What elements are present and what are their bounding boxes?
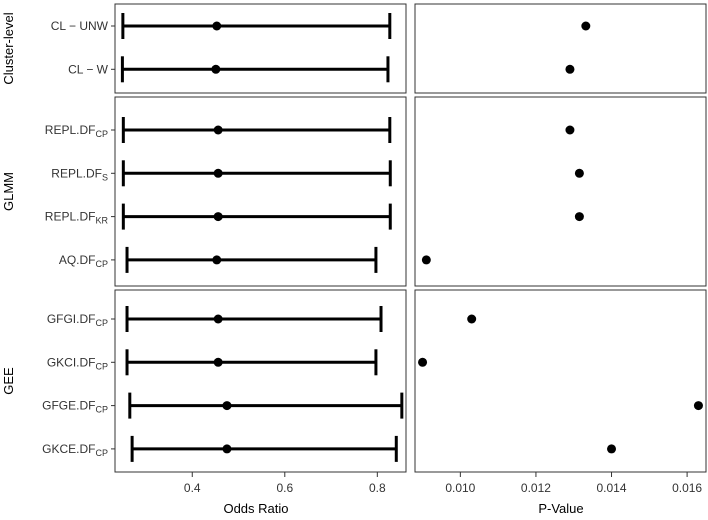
panel-frame-p-cluster-level bbox=[414, 3, 707, 94]
x-axis-title-odds-ratio: Odds Ratio bbox=[223, 501, 288, 516]
row-label-repl-df-s: REPL.DFS bbox=[51, 166, 108, 182]
panel-frame-or-cluster-level bbox=[114, 3, 407, 94]
or-point-aq-df-cp bbox=[212, 255, 222, 265]
x-tick-label-p-0-012: 0.012 bbox=[521, 481, 551, 495]
panel-frame-p-gee bbox=[414, 289, 707, 473]
x-tick-label-or-0-6: 0.6 bbox=[276, 481, 293, 495]
p-value-point-cl-unw bbox=[581, 21, 591, 31]
panel-frame-or-gee bbox=[114, 289, 407, 473]
chart-marks bbox=[111, 13, 703, 477]
row-label-gfge-df-cp: GFGE.DFCP bbox=[42, 399, 108, 415]
x-tick-label-or-0-8: 0.8 bbox=[369, 481, 386, 495]
p-value-point-aq-df-cp bbox=[421, 255, 431, 265]
or-point-repl-df-kr bbox=[213, 212, 223, 222]
or-point-gkci-df-cp bbox=[213, 357, 223, 367]
p-value-point-repl-df-cp bbox=[565, 125, 575, 135]
p-value-point-cl-w bbox=[565, 64, 575, 74]
row-label-cl-unw: CL − UNW bbox=[51, 19, 109, 33]
p-value-point-repl-df-kr bbox=[574, 212, 584, 222]
row-label-repl-df-kr: REPL.DFKR bbox=[45, 210, 109, 226]
p-value-point-gfgi-df-cp bbox=[467, 314, 477, 324]
or-point-gfgi-df-cp bbox=[213, 314, 223, 324]
x-tick-label-p-0-010: 0.010 bbox=[445, 481, 475, 495]
row-label-gfgi-df-cp: GFGI.DFCP bbox=[47, 312, 108, 328]
strip-label-glmm: GLMM bbox=[1, 172, 16, 211]
panel-frame-p-glmm bbox=[414, 96, 707, 287]
p-value-point-gkci-df-cp bbox=[418, 357, 428, 367]
or-point-repl-df-s bbox=[213, 168, 223, 178]
or-point-repl-df-cp bbox=[213, 125, 223, 135]
row-label-gkci-df-cp: GKCI.DFCP bbox=[47, 355, 108, 371]
panel-frame-or-glmm bbox=[114, 96, 407, 287]
x-tick-label-p-0-014: 0.014 bbox=[597, 481, 627, 495]
row-label-cl-w: CL − W bbox=[68, 62, 109, 76]
row-label-repl-df-cp: REPL.DFCP bbox=[45, 123, 108, 139]
or-point-cl-unw bbox=[212, 21, 222, 31]
strip-label-gee: GEE bbox=[1, 367, 16, 395]
or-point-cl-w bbox=[211, 64, 221, 74]
or-point-gfge-df-cp bbox=[222, 401, 232, 411]
p-value-point-gkce-df-cp bbox=[607, 444, 617, 454]
or-point-gkce-df-cp bbox=[222, 444, 232, 454]
x-axis-title-p-value: P-Value bbox=[538, 501, 583, 516]
p-value-point-repl-df-s bbox=[574, 168, 584, 178]
strip-label-cluster-level: Cluster-level bbox=[1, 12, 16, 84]
x-tick-label-p-0-016: 0.016 bbox=[672, 481, 702, 495]
x-tick-label-or-0-4: 0.4 bbox=[184, 481, 201, 495]
row-label-gkce-df-cp: GKCE.DFCP bbox=[42, 442, 108, 458]
panel-frames bbox=[114, 3, 707, 473]
row-label-aq-df-cp: AQ.DFCP bbox=[59, 253, 108, 269]
chart-text: Cluster-level CL − UNW CL − W GLMM REPL.DFCP… bbox=[1, 12, 702, 495]
p-value-point-gfge-df-cp bbox=[693, 401, 703, 411]
